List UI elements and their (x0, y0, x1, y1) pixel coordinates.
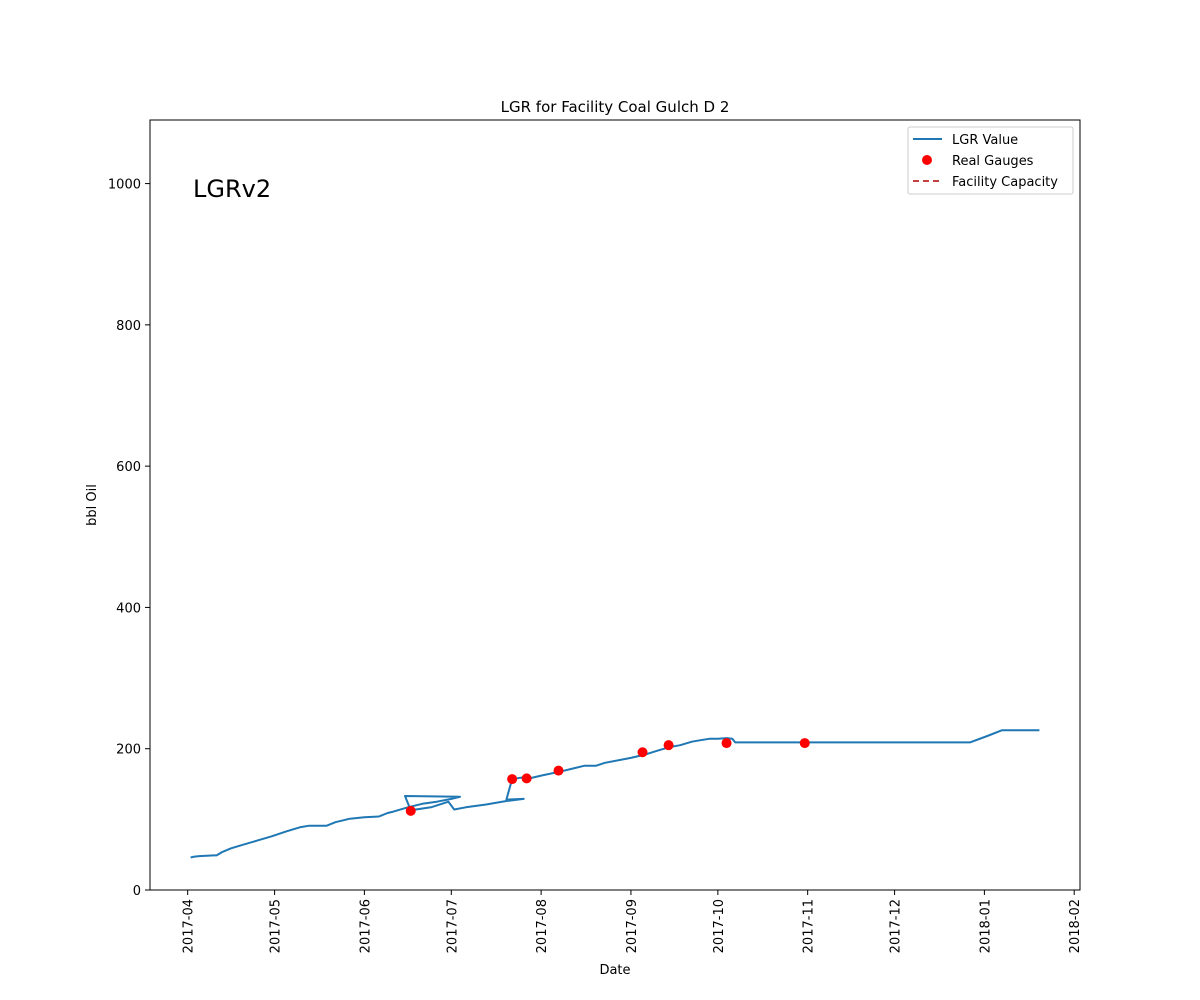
x-tick-label: 2017-04 (182, 899, 197, 953)
chart-annotation: LGRv2 (193, 175, 271, 203)
plot-frame (149, 119, 1081, 891)
x-tick-label: 2017-09 (625, 899, 640, 953)
real-gauge-point (507, 774, 518, 785)
lgr-value-line (190, 729, 1040, 859)
y-tick-label: 400 (116, 601, 141, 616)
y-tick-label: 800 (116, 319, 141, 334)
x-tick-label: 2017-10 (712, 899, 727, 953)
legend-label: LGR Value (952, 133, 1018, 148)
real-gauge-point (721, 738, 732, 749)
real-gauge-point (521, 773, 532, 784)
real-gauge-point (637, 747, 648, 758)
y-tick-label: 600 (116, 460, 141, 475)
x-tick-label: 2017-12 (889, 899, 904, 953)
real-gauge-point (405, 805, 416, 816)
y-tick-label: 0 (133, 884, 141, 899)
x-tick-label: 2018-02 (1068, 899, 1083, 953)
x-tick-label: 2017-08 (535, 899, 550, 953)
legend-box (907, 126, 1074, 195)
x-tick-label: 2017-06 (358, 899, 373, 953)
real-gauge-point (553, 765, 564, 776)
legend-label: Facility Capacity (952, 175, 1058, 190)
real-gauge-point (663, 740, 674, 751)
legend: LGR Value Real Gauges Facility Capacity (907, 126, 1074, 195)
y-axis-label: bbl Oil (85, 484, 100, 526)
x-axis-label: Date (599, 963, 630, 978)
plot-content (190, 729, 1040, 859)
real-gauge-point (799, 738, 810, 749)
x-tick-label: 2017-11 (802, 899, 817, 953)
x-tick-label: 2018-01 (978, 899, 993, 953)
legend-marker-swatch (922, 155, 932, 165)
x-tick-label: 2017-05 (269, 899, 284, 953)
x-tick-label: 2017-07 (445, 899, 460, 953)
y-tick-label: 1000 (108, 178, 141, 193)
legend-label: Real Gauges (952, 154, 1034, 169)
y-axis: 0 200 400 600 800 1000 (108, 178, 150, 899)
x-axis: 2017-04 2017-05 2017-06 2017-07 2017-08 2017-… (182, 890, 1083, 953)
y-tick-label: 200 (116, 743, 141, 758)
chart-title: LGR for Facility Coal Gulch D 2 (501, 98, 730, 116)
